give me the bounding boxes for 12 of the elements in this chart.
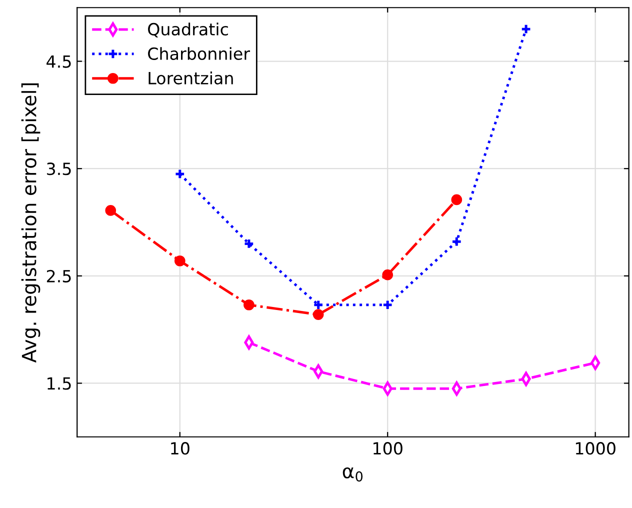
y-axis-title: Avg. registration error [pixel] xyxy=(21,83,40,363)
x-tick-label: 1000 xyxy=(576,442,616,455)
y-tick-label: 1.5 xyxy=(48,377,71,390)
x-tick-label: 10 xyxy=(171,442,190,455)
y-tick-label: 4.5 xyxy=(46,55,71,68)
legend-label: Quadratic xyxy=(148,22,228,38)
y-tick-label: 2.5 xyxy=(46,270,71,282)
legend-label: Charbonnier xyxy=(148,47,250,60)
x-axis-title: α$_{0}$ xyxy=(342,467,363,482)
legend-label: Lorentzian xyxy=(148,72,233,84)
y-tick-label: 3.5 xyxy=(47,162,71,176)
x-tick-label: 100 xyxy=(374,442,402,455)
